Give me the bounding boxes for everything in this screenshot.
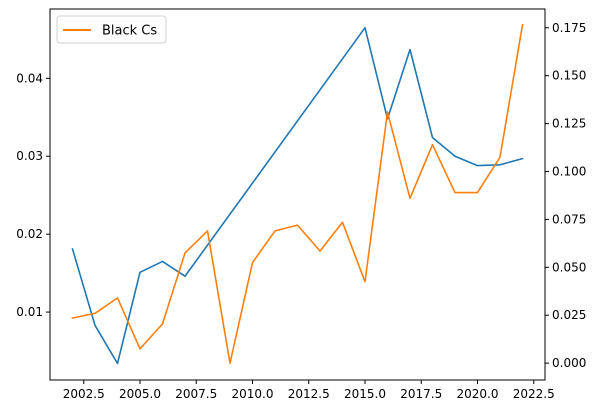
y-right-tick-label: 0.150 — [552, 69, 586, 83]
x-tick-label: 2020.0 — [457, 387, 499, 401]
series-layer — [71, 23, 524, 365]
y-right-tick-label: 0.050 — [552, 260, 586, 274]
x-tick-label: 2002.5 — [63, 387, 105, 401]
y-right-tick-label: 0.075 — [552, 212, 586, 226]
legend-label-black-cs: Black Cs — [102, 24, 157, 39]
x-tick-label: 2005.0 — [119, 387, 161, 401]
series-line-black-cs — [71, 23, 524, 364]
axes-frame — [49, 8, 546, 381]
y-right-tick-label: 0.125 — [552, 117, 586, 131]
x-tick-label: 2012.5 — [288, 387, 330, 401]
series-line-left-axis — [71, 26, 524, 365]
y-right-tick-label: 0.025 — [552, 308, 586, 322]
x-tick-label: 2017.5 — [400, 387, 442, 401]
y-right-tick-label: 0.000 — [552, 356, 586, 370]
x-tick-label: 2015.0 — [344, 387, 386, 401]
y-left-tick-label: 0.04 — [16, 71, 43, 85]
x-tick-label: 2007.5 — [175, 387, 217, 401]
x-tick-label: 2010.0 — [232, 387, 274, 401]
axes-layer: 2002.5 2005.0 2007.5 2010.0 2012.5 2015.0 2017… — [16, 8, 586, 401]
y-left-tick-label: 0.03 — [16, 149, 43, 163]
y-left-tick-label: 0.01 — [16, 305, 43, 319]
x-tick-label: 2022.5 — [513, 387, 555, 401]
y-right-tick-label: 0.175 — [552, 21, 586, 35]
y-left-tick-label: 0.02 — [16, 227, 43, 241]
legend-box — [56, 15, 167, 44]
y-right-tick-label: 0.100 — [552, 165, 586, 179]
legend: Black Cs — [56, 15, 167, 44]
